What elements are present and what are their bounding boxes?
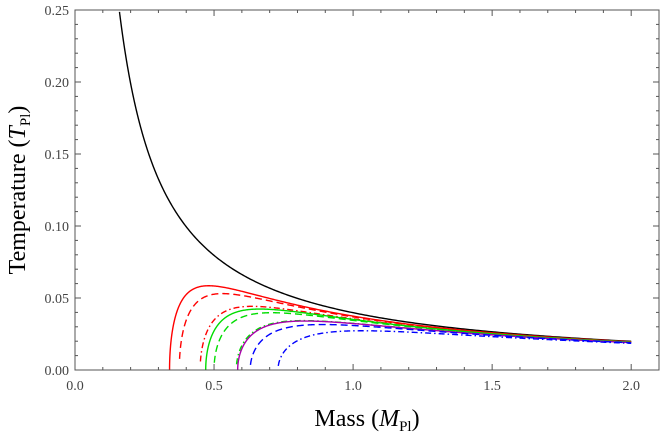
series-line bbox=[249, 323, 632, 365]
x-tick-label: 0.5 bbox=[205, 379, 223, 394]
ticks-group: 0.0 0.5 1.0 1.5 2.0 0.00 0.05 0.10 0.15 0.20 0.25 bbox=[45, 4, 659, 394]
series-line bbox=[178, 292, 632, 360]
series-line bbox=[199, 305, 632, 362]
x-tick-label: 0.0 bbox=[66, 379, 84, 394]
y-tick-label: 0.10 bbox=[45, 220, 70, 235]
series-line bbox=[205, 308, 632, 370]
plot-frame bbox=[74, 9, 660, 371]
x-tick-label: 1.0 bbox=[344, 379, 362, 394]
y-tick-label: 0.00 bbox=[45, 364, 70, 379]
series-line bbox=[213, 311, 632, 363]
curves-group bbox=[118, 11, 632, 370]
x-tick-label: 2.0 bbox=[622, 379, 640, 394]
series-line bbox=[118, 11, 632, 343]
x-tick-label: 1.5 bbox=[483, 379, 501, 394]
y-tick-label: 0.15 bbox=[45, 148, 70, 163]
y-axis-label: Temperature (TPl) bbox=[5, 106, 34, 275]
series-line bbox=[277, 330, 632, 367]
y-tick-label: 0.05 bbox=[45, 292, 70, 307]
y-tick-label: 0.25 bbox=[45, 4, 70, 19]
y-tick-label: 0.20 bbox=[45, 76, 70, 91]
x-axis-label: Mass (MPl) bbox=[314, 406, 419, 435]
